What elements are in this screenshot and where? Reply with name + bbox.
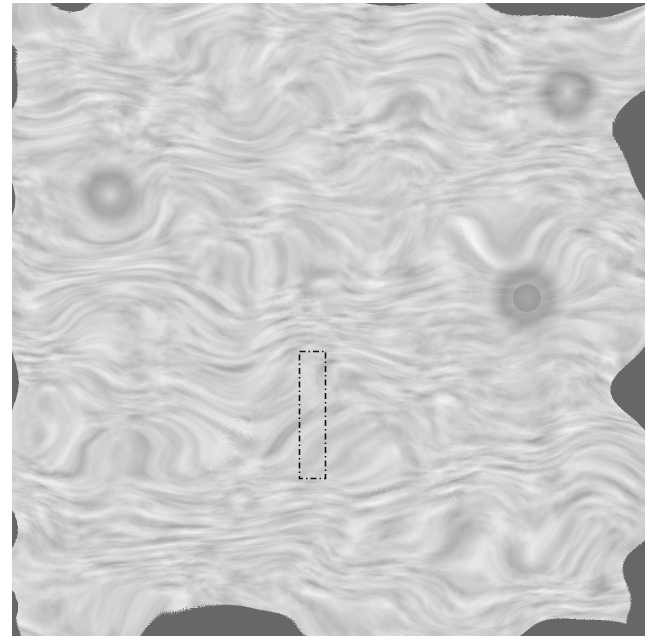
vortex bbox=[50, 135, 170, 255]
vortex-core bbox=[513, 284, 541, 312]
vortex bbox=[508, 32, 628, 152]
highlight-box bbox=[298, 350, 327, 480]
